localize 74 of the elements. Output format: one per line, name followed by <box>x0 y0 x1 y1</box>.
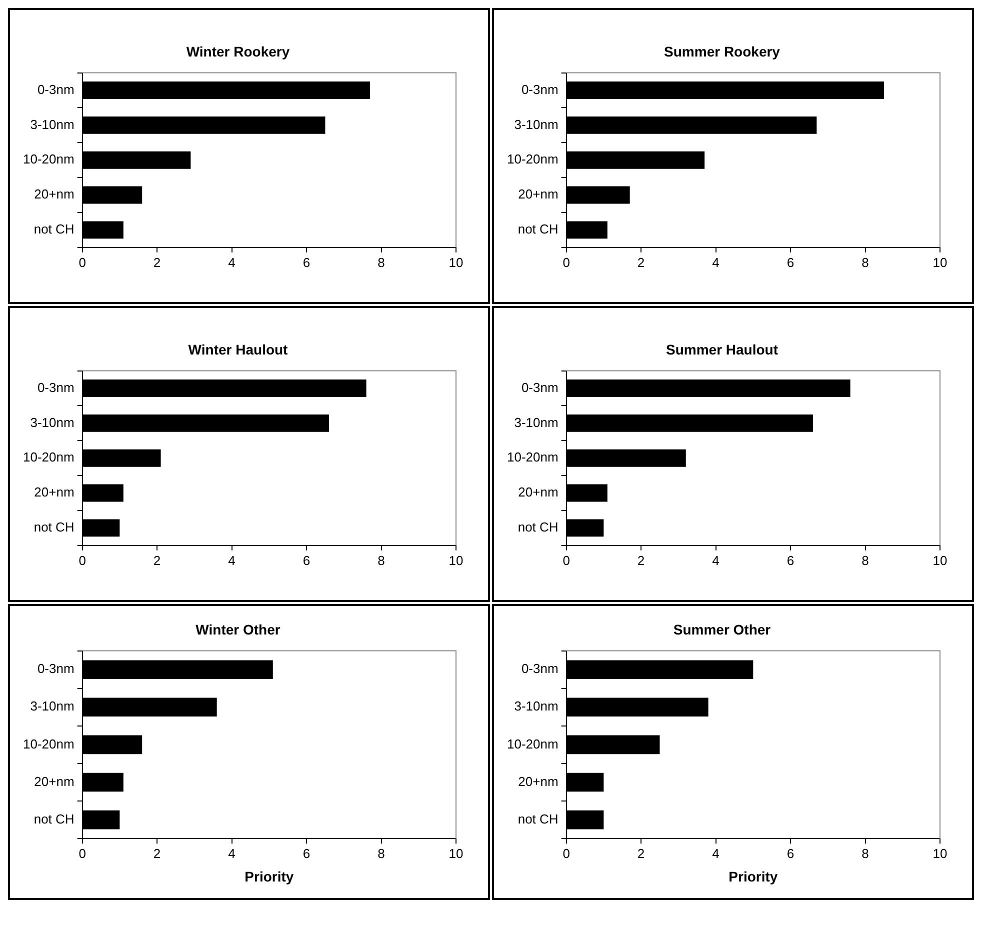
x-tick-label: 4 <box>228 254 236 270</box>
y-tick-label: 0-3nm <box>37 380 74 395</box>
y-tick-label: 3-10nm <box>30 116 74 132</box>
x-axis-title: Priority <box>244 868 294 884</box>
x-tick-label: 8 <box>378 254 385 270</box>
y-tick-label: not CH <box>34 520 74 535</box>
y-tick-label: 20+nm <box>518 186 558 202</box>
x-tick-label: 4 <box>712 552 720 568</box>
chart-title: Winter Rookery <box>186 43 290 60</box>
x-tick-label: 0 <box>562 846 570 861</box>
x-tick-label: 0 <box>78 552 86 568</box>
y-tick-label: 20+nm <box>34 774 74 789</box>
x-tick-label: 10 <box>932 254 948 270</box>
y-tick-label: 10-20nm <box>22 450 74 465</box>
x-tick-label: 2 <box>153 846 161 861</box>
x-tick-label: 10 <box>448 846 464 861</box>
y-tick-label: 0-3nm <box>37 82 74 97</box>
x-tick-label: 0 <box>562 552 570 568</box>
x-tick-label: 4 <box>228 552 236 568</box>
y-tick-label: 10-20nm <box>506 450 558 465</box>
x-tick-label: 0 <box>78 254 86 270</box>
x-tick-label: 10 <box>448 552 464 568</box>
y-tick-label: not CH <box>34 222 74 237</box>
chart-title: Winter Haulout <box>188 341 288 358</box>
y-tick-label: 10-20nm <box>22 736 74 752</box>
x-axis-title: Priority <box>728 868 778 884</box>
y-tick-label: 10-20nm <box>22 152 74 167</box>
y-tick-label: 3-10nm <box>30 698 74 714</box>
y-tick-label: not CH <box>518 520 558 535</box>
y-tick-label: 3-10nm <box>514 116 558 132</box>
y-tick-label: 20+nm <box>34 484 74 500</box>
x-tick-label: 2 <box>637 846 645 861</box>
x-tick-label: 6 <box>786 552 794 568</box>
x-tick-label: 6 <box>786 846 794 861</box>
y-tick-label: not CH <box>518 811 558 826</box>
x-tick-label: 4 <box>712 254 720 270</box>
y-tick-label: 20+nm <box>518 484 558 500</box>
y-tick-label: 3-10nm <box>30 414 74 430</box>
chart-title: Summer Haulout <box>666 341 778 358</box>
y-tick-label: 0-3nm <box>521 661 558 676</box>
x-tick-label: 6 <box>786 254 794 270</box>
x-tick-label: 6 <box>302 846 310 861</box>
chart-title: Winter Other <box>196 621 281 638</box>
x-tick-label: 8 <box>862 846 869 861</box>
x-tick-label: 2 <box>637 254 645 270</box>
x-tick-label: 10 <box>448 254 464 270</box>
x-tick-label: 6 <box>302 254 310 270</box>
x-tick-label: 6 <box>302 552 310 568</box>
x-tick-label: 8 <box>862 552 869 568</box>
y-tick-label: 0-3nm <box>521 82 558 97</box>
x-tick-label: 10 <box>932 552 948 568</box>
x-tick-label: 0 <box>562 254 570 270</box>
x-tick-label: 4 <box>228 846 236 861</box>
y-tick-label: 20+nm <box>518 774 558 789</box>
y-tick-label: not CH <box>518 222 558 237</box>
x-tick-label: 8 <box>378 552 385 568</box>
x-tick-label: 8 <box>378 846 385 861</box>
y-tick-label: 3-10nm <box>514 414 558 430</box>
y-tick-label: 3-10nm <box>514 698 558 714</box>
x-tick-label: 2 <box>153 552 161 568</box>
y-tick-label: 20+nm <box>34 186 74 202</box>
x-tick-label: 4 <box>712 846 720 861</box>
chart-title: Summer Rookery <box>664 43 780 60</box>
y-tick-label: not CH <box>34 811 74 826</box>
y-tick-label: 0-3nm <box>37 661 74 676</box>
x-tick-label: 2 <box>153 254 161 270</box>
chart-title: Summer Other <box>673 621 772 638</box>
x-tick-label: 2 <box>637 552 645 568</box>
x-tick-label: 8 <box>862 254 869 270</box>
x-tick-label: 10 <box>932 846 948 861</box>
y-tick-label: 0-3nm <box>521 380 558 395</box>
y-tick-label: 10-20nm <box>506 152 558 167</box>
y-tick-label: 10-20nm <box>506 736 558 752</box>
x-tick-label: 0 <box>78 846 86 861</box>
